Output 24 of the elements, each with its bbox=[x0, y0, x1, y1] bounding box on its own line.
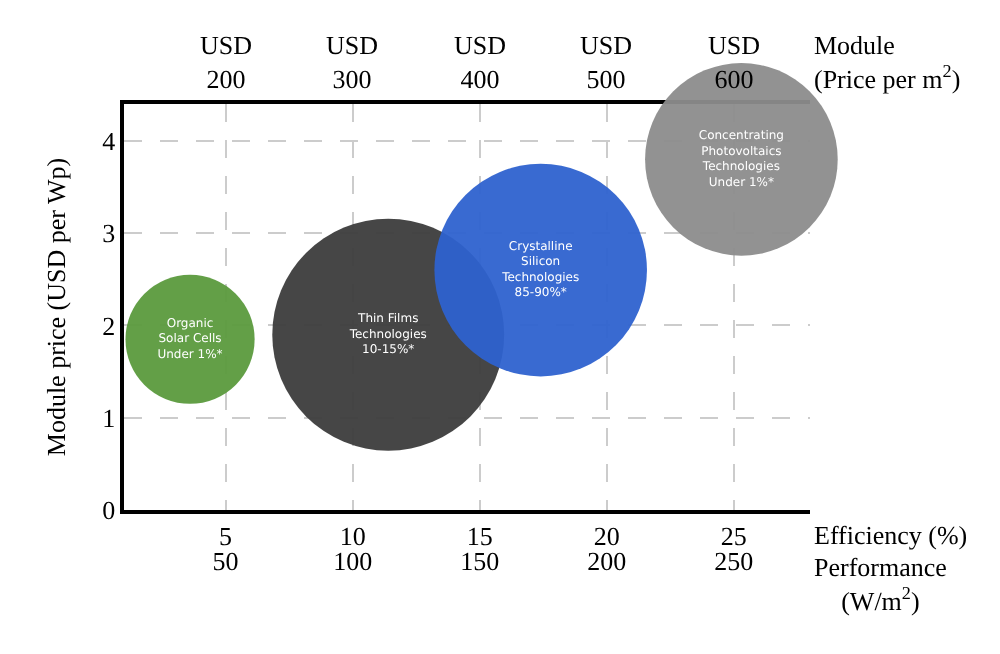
x-tick-label: 15 bbox=[466, 520, 493, 551]
text: Module (Price per m$^{2}$) bbox=[814, 30, 961, 94]
y-tick-label: 1 bbox=[102, 402, 116, 433]
x-tick-label: 20 bbox=[593, 520, 620, 551]
text: USD 200 bbox=[200, 30, 253, 94]
x-tick-label: 5 bbox=[219, 520, 233, 551]
x2-tick-label: 50 bbox=[212, 546, 239, 576]
x2-tick-label: 250 bbox=[714, 546, 754, 576]
text: USD 600 bbox=[708, 30, 761, 94]
text: USD 500 bbox=[580, 30, 633, 94]
x-tick-label: 10 bbox=[339, 520, 366, 551]
x-axis-title: Efficiency (%) bbox=[814, 520, 968, 550]
x2-tick-label: 200 bbox=[587, 546, 627, 576]
y-axis-title: Module price (USD per Wp) bbox=[41, 157, 72, 457]
x2-tick-label: 100 bbox=[333, 546, 373, 576]
y-tick-label: 0 bbox=[102, 495, 116, 526]
x-tick-label: 25 bbox=[720, 520, 747, 551]
y-tick-label: 3 bbox=[102, 218, 116, 249]
y-tick-label: 2 bbox=[102, 310, 116, 341]
y-tick-label: 4 bbox=[102, 126, 117, 156]
text: USD 300 bbox=[326, 30, 379, 94]
x2-tick-label: 150 bbox=[460, 546, 500, 576]
x2-axis-title: Performance (W/m$^{2}$) bbox=[814, 552, 948, 616]
text: USD 400 bbox=[454, 30, 507, 94]
